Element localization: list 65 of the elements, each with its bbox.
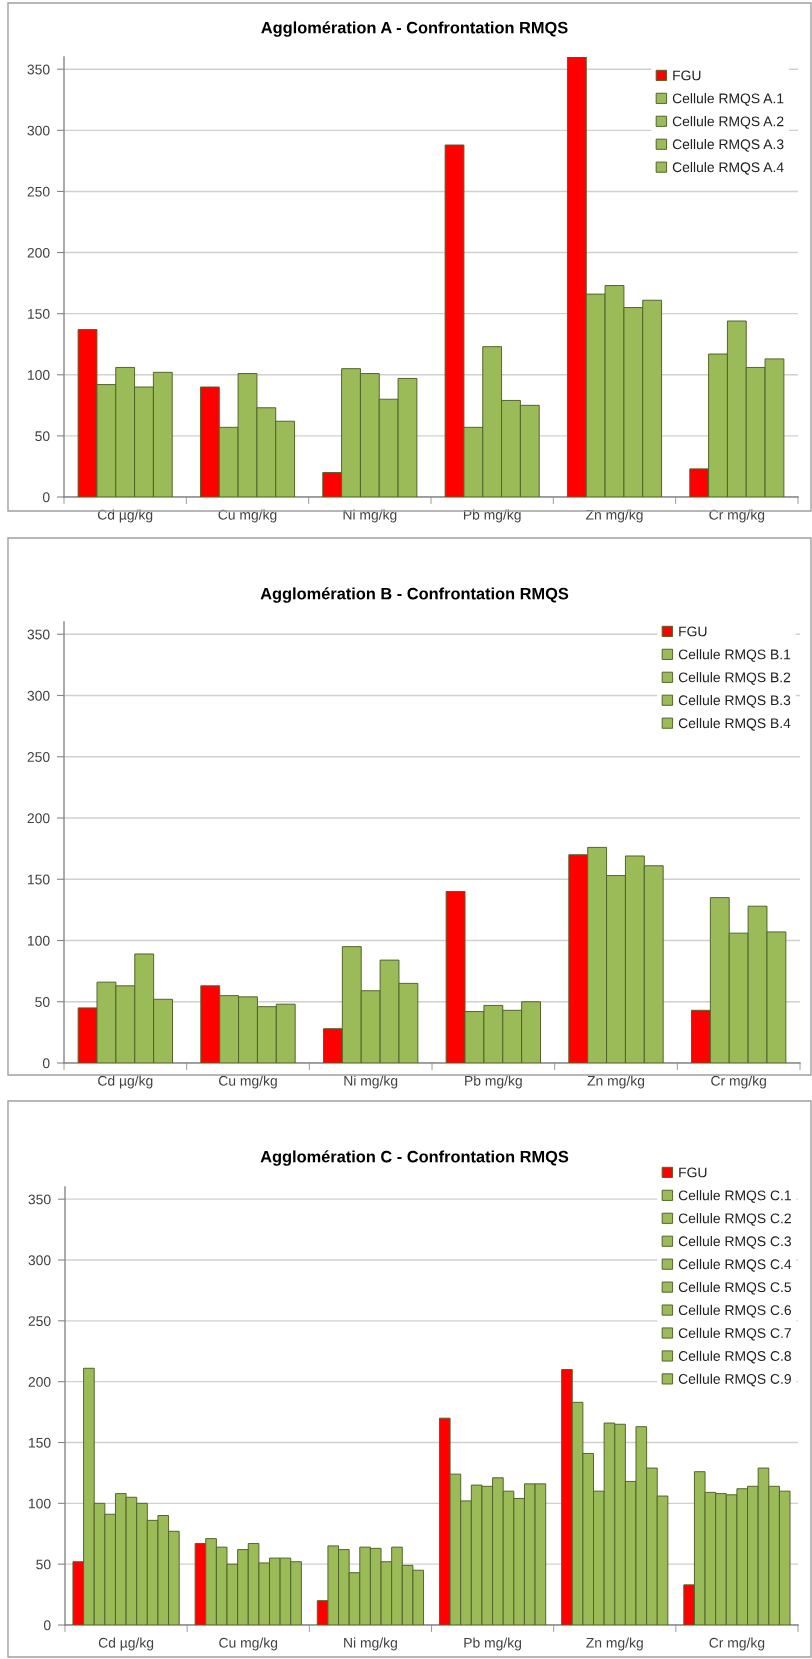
y-tick-label: 200 (27, 813, 50, 824)
y-tick-label: 200 (28, 1377, 51, 1387)
x-tick-label: Cr mg/kg (709, 509, 765, 523)
legend-label: Cellule RMQS A.3 (672, 139, 784, 152)
legend-label: Cellule RMQS B.1 (678, 649, 791, 662)
chart-title: Agglomération A - Confrontation RMQS (261, 21, 568, 37)
legend-label: Cellule RMQS C.9 (678, 1373, 791, 1387)
legend-label: Cellule RMQS C.5 (678, 1281, 792, 1295)
legend-label: Cellule RMQS B.3 (678, 695, 791, 708)
y-tick-label: 300 (27, 125, 50, 136)
x-tick-label: Zn mg/kg (587, 1075, 645, 1089)
y-tick-label: 300 (27, 690, 50, 701)
y-tick-label: 50 (35, 431, 50, 442)
legend-label: FGU (679, 626, 707, 637)
legend-label: Cellule RMQS A.4 (672, 161, 784, 175)
y-tick-label: 0 (42, 1058, 50, 1069)
legend-label: Cellule RMQS C.4 (678, 1258, 792, 1272)
y-tick-label: 250 (27, 186, 50, 197)
legend-label: FGU (679, 1167, 707, 1178)
legend-label: Cellule RMQS B.4 (678, 717, 791, 731)
x-tick-label: Cu mg/kg (218, 509, 277, 523)
x-tick-label: Cu mg/kg (219, 1637, 278, 1651)
chart-title: Agglomération B - Confrontation RMQS (260, 587, 569, 603)
y-tick-label: 350 (27, 64, 50, 75)
y-tick-label: 100 (28, 935, 50, 946)
y-tick-label: 0 (43, 1620, 51, 1631)
legend-label: FGU (673, 70, 701, 81)
legend-label: Cellule RMQS A.2 (672, 116, 784, 129)
legend-label: Cellule RMQS C.7 (678, 1327, 791, 1341)
x-tick-label: Pb mg/kg (465, 1075, 522, 1089)
x-tick-label: Cr mg/kg (709, 1637, 765, 1651)
legend-label: Cellule RMQS C.2 (678, 1213, 791, 1226)
y-tick-label: 0 (42, 492, 50, 503)
y-tick-label: 100 (29, 1498, 51, 1509)
y-tick-label: 300 (28, 1255, 51, 1266)
legend-label: Cellule RMQS C.1 (678, 1190, 791, 1203)
x-tick-label: Pb mg/kg (464, 1637, 522, 1651)
chart-title: Agglomération C - Confrontation RMQS (260, 1150, 569, 1166)
y-tick-label: 50 (35, 997, 50, 1007)
y-tick-label: 150 (28, 874, 50, 885)
legend-label: Cellule RMQS C.6 (678, 1304, 791, 1318)
legend-label: Cellule RMQS B.2 (678, 672, 791, 685)
y-tick-label: 250 (27, 752, 50, 762)
x-tick-label: Zn mg/kg (586, 1637, 643, 1651)
legend-label: Cellule RMQS C.8 (678, 1350, 791, 1364)
y-tick-label: 250 (28, 1316, 51, 1326)
legend-label: Cellule RMQS C.3 (678, 1236, 791, 1249)
x-tick-label: Cr mg/kg (711, 1075, 766, 1089)
legend-label: Cellule RMQS A.1 (672, 93, 784, 106)
y-tick-label: 100 (28, 370, 50, 380)
x-tick-label: Ni mg/kg (343, 509, 397, 523)
x-tick-label: Ni mg/kg (344, 1637, 397, 1651)
x-tick-label: Cd µg/kg (98, 1075, 153, 1089)
x-tick-label: Cu mg/kg (218, 1075, 277, 1089)
x-tick-label: Cd µg/kg (97, 509, 153, 523)
x-tick-label: Zn mg/kg (586, 509, 643, 523)
y-tick-label: 350 (27, 629, 50, 640)
y-tick-label: 150 (29, 1437, 51, 1448)
x-tick-label: Cd µg/kg (98, 1637, 154, 1651)
y-tick-label: 200 (27, 247, 50, 258)
y-tick-label: 350 (28, 1194, 51, 1205)
x-tick-label: Ni mg/kg (344, 1075, 398, 1089)
y-tick-label: 150 (28, 309, 50, 319)
y-tick-label: 50 (36, 1559, 51, 1570)
x-tick-label: Pb mg/kg (463, 509, 521, 523)
